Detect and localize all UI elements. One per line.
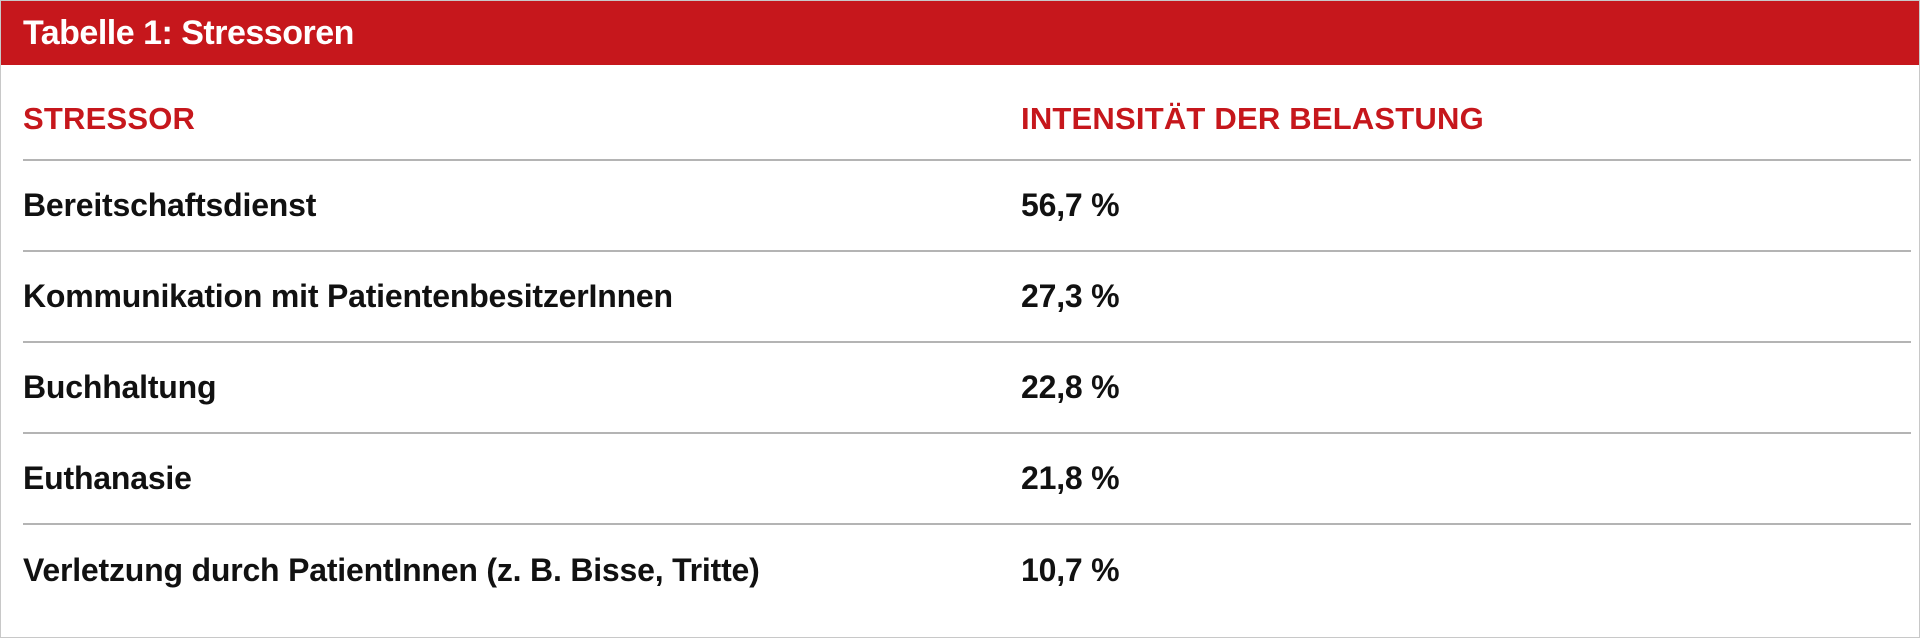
table-row: Buchhaltung 22,8 % [23,343,1911,434]
stressor-cell: Kommunikation mit PatientenbesitzerInnen [23,278,1021,315]
table-body: STRESSOR INTENSITÄT DER BELASTUNG Bereit… [23,65,1911,616]
intensity-value: 21,8 % [1021,460,1120,496]
stressor-label: Euthanasie [23,460,192,496]
intensity-value: 22,8 % [1021,369,1120,405]
intensity-cell: 21,8 % [1021,460,1911,497]
intensity-cell: 22,8 % [1021,369,1911,406]
stressor-label: Kommunikation mit PatientenbesitzerInnen [23,278,673,314]
intensity-cell: 56,7 % [1021,187,1911,224]
stressor-cell: Bereitschaftsdienst [23,187,1021,224]
table-row: Bereitschaftsdienst 56,7 % [23,161,1911,252]
stressor-label: Buchhaltung [23,369,217,405]
intensity-cell: 10,7 % [1021,552,1911,589]
table-header-row: STRESSOR INTENSITÄT DER BELASTUNG [23,101,1911,161]
stressor-cell: Buchhaltung [23,369,1021,406]
table-title: Tabelle 1: Stressoren [23,13,354,52]
stressor-label: Verletzung durch PatientInnen (z. B. Bis… [23,552,760,588]
column-header-stressor: STRESSOR [23,101,196,136]
table-title-bar: Tabelle 1: Stressoren [1,1,1919,65]
stressor-label: Bereitschaftsdienst [23,187,317,223]
intensity-value: 56,7 % [1021,187,1120,223]
header-cell-stressor: STRESSOR [23,101,1021,137]
intensity-cell: 27,3 % [1021,278,1911,315]
table-row: Verletzung durch PatientInnen (z. B. Bis… [23,525,1911,616]
header-cell-intensity: INTENSITÄT DER BELASTUNG [1021,101,1911,137]
stressor-cell: Euthanasie [23,460,1021,497]
table-row: Kommunikation mit PatientenbesitzerInnen… [23,252,1911,343]
stressor-cell: Verletzung durch PatientInnen (z. B. Bis… [23,552,1021,589]
intensity-value: 10,7 % [1021,552,1120,588]
column-header-intensity: INTENSITÄT DER BELASTUNG [1021,101,1484,136]
table-row: Euthanasie 21,8 % [23,434,1911,525]
intensity-value: 27,3 % [1021,278,1120,314]
